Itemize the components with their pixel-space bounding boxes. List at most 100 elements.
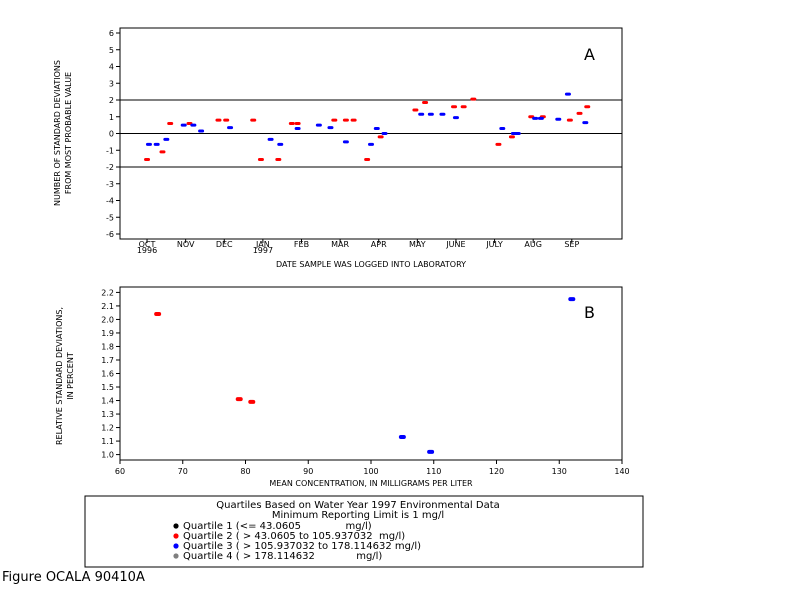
panel-b-x-tick-label: 60: [115, 467, 125, 476]
panel-a-point-quartile-2: [257, 157, 264, 161]
panel-a-point-quartile-3: [145, 142, 152, 146]
legend-marker-quartile-1: [173, 523, 179, 529]
legend-title-line2: Minimum Reporting Limit is 1 mg/l: [272, 510, 444, 521]
panel-a-y-tick-label: -1: [106, 146, 114, 155]
panel-a-y-tick-label: 2: [109, 96, 114, 105]
panel-b-x-tick-label: 110: [426, 467, 441, 476]
panel-a-point-quartile-3: [381, 132, 388, 135]
panel-a-x-tick-label: JUNE: [445, 240, 465, 249]
legend-entries: Quartile 1 (<= 43.0605 mg/l)Quartile 2 (…: [173, 521, 421, 562]
panel-b-y-tick-label: 1.2: [101, 424, 114, 433]
legend-marker-quartile-4: [173, 553, 179, 559]
panel-a-point-quartile-3: [452, 116, 459, 120]
panel-a-x-tick-label: OCT: [139, 240, 156, 249]
panel-a-x-tick-sublabel: 1997: [253, 246, 273, 255]
panel-a-y-label-line2: FROM MOST PROBABLE VALUE: [64, 72, 73, 194]
panel-a-y-tick-label: -3: [106, 180, 114, 189]
panel-b-y-tick-label: 1.3: [101, 410, 114, 419]
panel-b-x-tick-label: 100: [363, 467, 378, 476]
panel-a-point-quartile-3: [294, 126, 301, 130]
panel-b-x-tick-label: 90: [303, 467, 313, 476]
panel-a-point-quartile-3: [267, 137, 274, 141]
panel-a-point-quartile-2: [223, 118, 230, 122]
legend-entry-label: Quartile 2 ( > 43.0605 to 105.937032 mg/…: [183, 531, 405, 542]
panel-a-point-quartile-3: [439, 112, 446, 116]
panel-a-point-quartile-2: [566, 118, 573, 122]
panel-a-point-quartile-2: [495, 142, 502, 146]
legend-title-line1: Quartiles Based on Water Year 1997 Envir…: [216, 500, 500, 511]
panel-b-y-tick-label: 1.1: [101, 437, 114, 446]
panel-a-point-quartile-3: [327, 126, 334, 130]
panel-a-point-quartile-3: [532, 116, 539, 120]
panel-a-point-quartile-2: [144, 157, 151, 161]
panel-a-point-quartile-3: [227, 126, 234, 130]
legend-marker-quartile-2: [173, 533, 179, 539]
panel-a-point-quartile-2: [294, 121, 301, 125]
panel-a-point-quartile-2: [584, 105, 591, 109]
panel-a-point-quartile-3: [368, 142, 374, 146]
panel-b-point-quartile-3: [398, 435, 406, 440]
panel-a-point-quartile-3: [514, 132, 521, 135]
panel-b-y-tick-label: 2.1: [101, 302, 114, 311]
panel-a-point-quartile-3: [163, 137, 170, 141]
panel-a-point-quartile-3: [153, 142, 160, 146]
panel-a-point-quartile-3: [198, 129, 205, 133]
panel-a-x-tick-label: NOV: [177, 240, 195, 249]
panel-a-point-quartile-3: [373, 126, 380, 130]
panel-b-letter: B: [584, 303, 595, 322]
panel-a-point-quartile-3: [499, 126, 506, 130]
panel-a-x-label: DATE SAMPLE WAS LOGGED INTO LABORATORY: [276, 260, 466, 269]
panel-a-reference-lines: [120, 99, 622, 168]
panel-a-point-quartile-3: [277, 142, 284, 146]
panel-b-point-quartile-3: [568, 297, 576, 302]
panel-a-data-points: [144, 92, 591, 161]
panel-b-y-tick-label: 1.4: [101, 397, 114, 406]
panel-a-y-label-line1: NUMBER OF STANDARD DEVIATIONS: [53, 60, 62, 206]
panel-b-plot-frame: [119, 286, 623, 461]
panel-b-y-tick-label: 1.6: [101, 370, 114, 379]
panel-a-point-quartile-3: [315, 123, 322, 127]
panel-b-x-tick-label: 120: [489, 467, 504, 476]
panel-a-x-tick-label: SEP: [564, 240, 579, 249]
panel-a-point-quartile-2: [412, 108, 419, 112]
panel-a-point-quartile-2: [342, 118, 349, 122]
panel-b-y-label-line1: RELATIVE STANDARD DEVIATIONS,: [55, 307, 64, 445]
panel-b-x-tick-label: 70: [178, 467, 188, 476]
panel-a-y-tick-label: 4: [109, 63, 114, 72]
panel-a-x-tick-label: FEB: [294, 240, 309, 249]
panel-a-point-quartile-2: [159, 150, 166, 154]
panel-b-point-quartile-2: [154, 312, 162, 317]
panel-a-y-tick-label: 1: [109, 113, 114, 122]
panel-a-point-quartile-2: [422, 101, 429, 105]
panel-a-point-quartile-3: [418, 112, 425, 116]
panel-a-x-tick-label: MAY: [409, 240, 426, 249]
panel-a-y-tick-label: 3: [109, 79, 114, 88]
panel-b-point-quartile-2: [235, 397, 243, 402]
panel-a-x-tick-label: JULY: [485, 240, 503, 249]
panel-b-x-label: MEAN CONCENTRATION, IN MILLIGRAMS PER LI…: [269, 479, 473, 488]
panel-b-x-tick-label: 80: [240, 467, 250, 476]
panel-b-y-tick-label: 1.9: [101, 329, 114, 338]
panel-a-y-tick-label: 6: [109, 29, 114, 38]
panel-a-point-quartile-3: [564, 92, 571, 96]
panel-b-y-tick-label: 2.0: [101, 315, 114, 324]
panel-a-point-quartile-2: [275, 157, 282, 161]
panel-b-y-label-line2: IN PERCENT: [66, 352, 75, 400]
panel-a-point-quartile-2: [215, 118, 222, 122]
panel-a-point-quartile-3: [582, 121, 589, 125]
panel-a-y-tick-label: -6: [106, 230, 114, 239]
panel-a-y-tick-label: -2: [106, 163, 114, 172]
panel-a-point-quartile-2: [331, 118, 338, 122]
panel-a-point-quartile-2: [364, 157, 371, 161]
panel-b-chart: 1.01.11.21.31.41.51.61.71.81.92.02.12.2 …: [55, 286, 630, 488]
legend-entry-label: Quartile 1 (<= 43.0605 mg/l): [183, 521, 372, 532]
panel-a-x-tick-label: JAN: [255, 240, 270, 249]
panel-b-y-tick-label: 1.0: [101, 451, 114, 460]
legend-marker-quartile-3: [173, 543, 179, 549]
panel-b-point-quartile-3: [427, 449, 435, 454]
panel-b-y-tick-label: 1.7: [101, 356, 114, 365]
panel-a-point-quartile-3: [537, 116, 544, 120]
panel-a-point-quartile-3: [180, 123, 187, 127]
